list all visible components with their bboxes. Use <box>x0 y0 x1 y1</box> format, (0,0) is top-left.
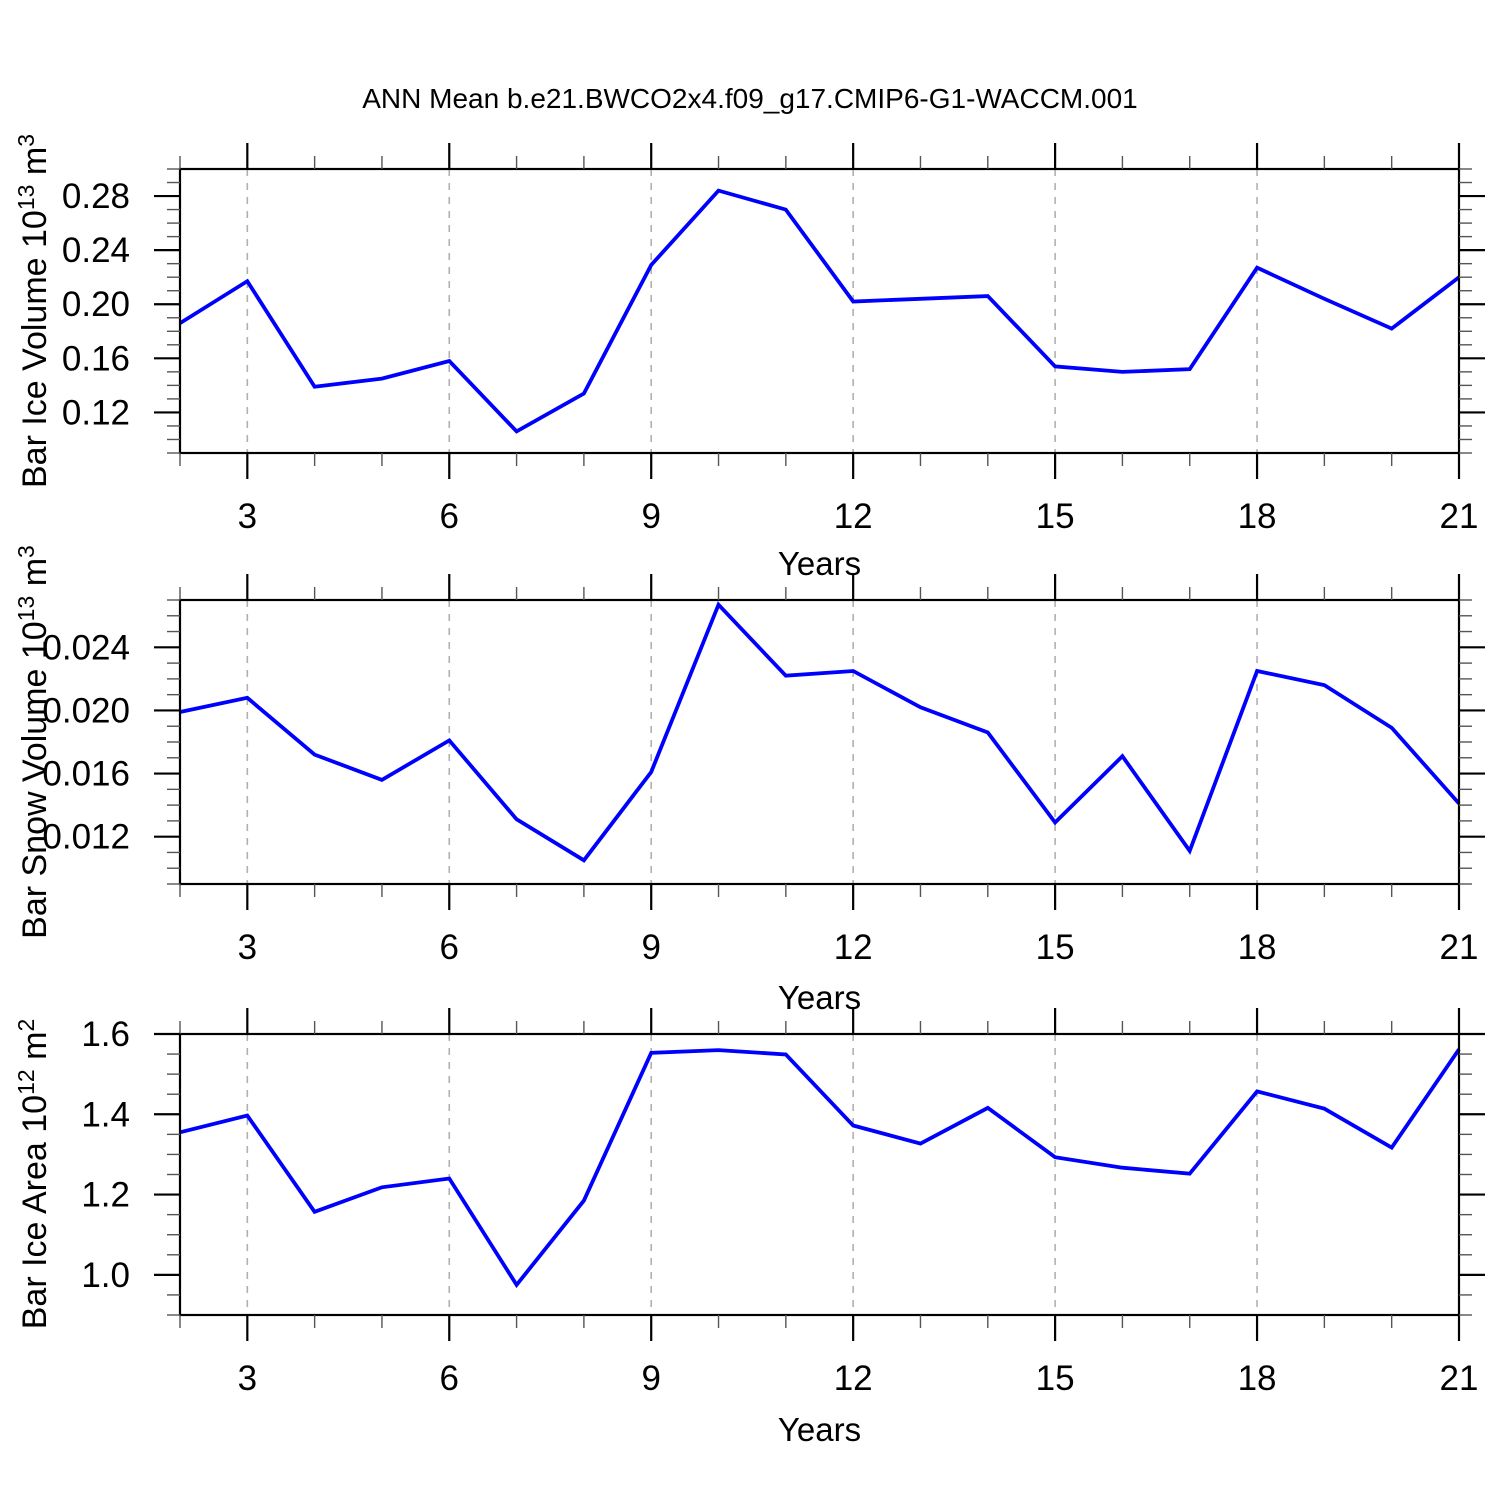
x-tick-label: 18 <box>1238 928 1277 967</box>
y-axis-label-text: Bar Snow Volume 10 <box>16 621 55 939</box>
y-axis-label-ice-area: Bar Ice Area 1012 m2 <box>13 1019 55 1330</box>
plot-frame <box>178 1032 1461 1317</box>
x-tick-label: 21 <box>1440 928 1479 967</box>
y-tick-label: 0.024 <box>42 628 130 667</box>
x-tick-label: 15 <box>1036 497 1075 536</box>
x-tick-label: 6 <box>440 928 459 967</box>
x-axis-label: Years <box>777 1411 862 1448</box>
y-axis-label-unit: m <box>16 1031 55 1070</box>
x-tick-label: 9 <box>641 1359 660 1398</box>
y-axis-label-unit-exponent: 2 <box>12 1018 39 1032</box>
panel-bar-snow-volume: 3 6 9 12 15 18 21 0.012 0.016 0.020 0.024 <box>42 574 1485 967</box>
plot-frame <box>178 167 1461 455</box>
x-tick-label: 12 <box>834 1359 873 1398</box>
y-tick-label: 1.4 <box>81 1095 130 1134</box>
y-axis-label-exponent: 13 <box>12 595 39 622</box>
plot-frame <box>178 598 1461 886</box>
x-tick-label: 18 <box>1238 497 1277 536</box>
x-tick-label: 12 <box>834 497 873 536</box>
y-axis-label-exponent: 13 <box>12 184 39 211</box>
y-tick-label: 1.0 <box>81 1256 130 1295</box>
x-tick-label: 3 <box>238 928 257 967</box>
y-axis-label-unit: m <box>16 557 55 596</box>
x-tick-label: 6 <box>440 1359 459 1398</box>
y-axis-label-text: Bar Ice Area 10 <box>16 1094 55 1330</box>
y-tick-label: 0.020 <box>42 691 130 730</box>
x-tick-label: 21 <box>1440 1359 1479 1398</box>
x-axis-label: Years <box>777 545 862 582</box>
x-tick-label: 15 <box>1036 928 1075 967</box>
y-tick-label: 1.6 <box>81 1015 130 1054</box>
y-tick-label: 0.016 <box>42 755 130 794</box>
y-tick-label: 0.24 <box>62 231 130 270</box>
panel-bar-ice-area: 3 6 9 12 15 18 21 1.0 1.2 1.4 1.6 <box>81 1008 1485 1398</box>
y-tick-label: 1.2 <box>81 1176 130 1215</box>
y-tick-label: 0.20 <box>62 285 130 324</box>
x-tick-label: 3 <box>238 1359 257 1398</box>
y-tick-label: 0.16 <box>62 339 130 378</box>
y-axis-label-snow-volume: Bar Snow Volume 1013 m3 <box>13 545 55 939</box>
panel-bar-ice-volume: 3 6 9 12 15 18 21 0.12 0.16 0.20 0.24 0.28 <box>62 143 1485 536</box>
y-axis-label-text: Bar Ice Volume 10 <box>16 210 55 488</box>
x-tick-label: 6 <box>440 497 459 536</box>
data-line-bar-ice-area <box>179 1048 1461 1289</box>
x-tick-label: 9 <box>641 497 660 536</box>
x-tick-label: 18 <box>1238 1359 1277 1398</box>
y-axis-label-ice-volume: Bar Ice Volume 1013 m3 <box>13 134 55 488</box>
y-tick-label: 0.012 <box>42 818 130 857</box>
y-axis-label-unit-exponent: 3 <box>12 134 39 147</box>
data-line-bar-snow-volume <box>179 601 1461 863</box>
y-tick-label: 0.28 <box>62 177 130 216</box>
y-axis-label-unit-exponent: 3 <box>12 545 39 558</box>
x-tick-label: 3 <box>238 497 257 536</box>
x-axis-label: Years <box>777 979 862 1016</box>
x-tick-label: 21 <box>1440 497 1479 536</box>
chart-title: ANN Mean b.e21.BWCO2x4.f09_g17.CMIP6-G1-… <box>362 83 1138 114</box>
y-axis-label-exponent: 12 <box>12 1069 39 1095</box>
y-axis-label-unit: m <box>16 146 55 185</box>
x-tick-label: 12 <box>834 928 873 967</box>
x-tick-label: 9 <box>641 928 660 967</box>
x-tick-label: 15 <box>1036 1359 1075 1398</box>
data-line-bar-ice-volume <box>178 188 1461 434</box>
y-tick-label: 0.12 <box>62 393 130 432</box>
